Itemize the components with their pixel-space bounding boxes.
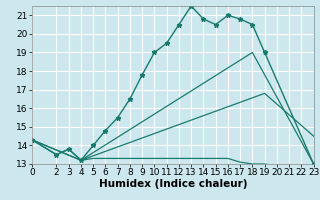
X-axis label: Humidex (Indice chaleur): Humidex (Indice chaleur) <box>99 179 247 189</box>
